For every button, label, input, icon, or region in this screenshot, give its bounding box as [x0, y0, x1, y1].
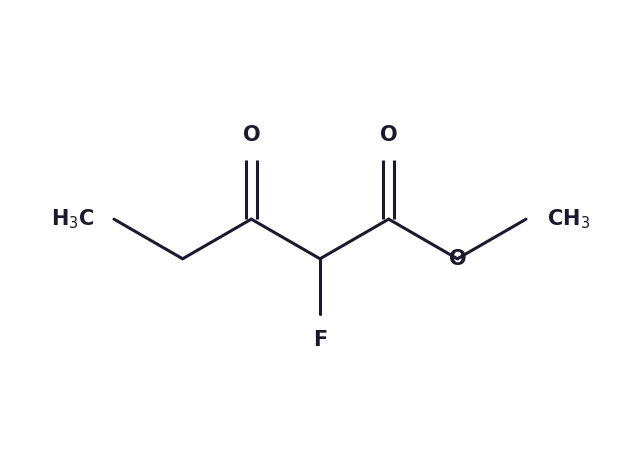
Text: H$_3$C: H$_3$C: [51, 207, 94, 231]
Text: O: O: [449, 249, 466, 269]
Text: F: F: [313, 330, 327, 350]
Text: CH$_3$: CH$_3$: [547, 207, 591, 231]
Text: O: O: [380, 125, 397, 145]
Text: O: O: [243, 125, 260, 145]
